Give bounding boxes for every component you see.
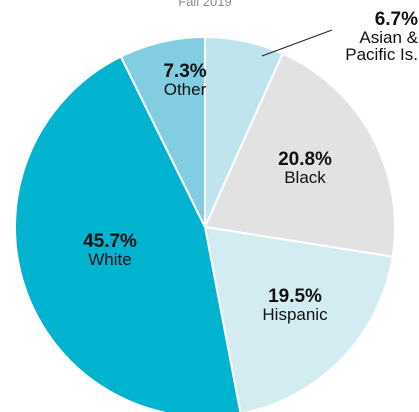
category-label: White	[88, 250, 132, 269]
value-label: 7.3%	[163, 61, 207, 82]
category-label: Black	[284, 168, 326, 187]
pie-slice	[203, 225, 394, 412]
value-label: 19.5%	[268, 286, 322, 307]
value-label: 6.7%	[374, 9, 418, 30]
pie-slice	[14, 55, 242, 412]
value-label: 20.8%	[278, 149, 332, 170]
category-label: Asian & Pacific Is.	[345, 28, 418, 64]
leader-line	[261, 29, 333, 57]
slice-label: 7.3% Other	[145, 62, 225, 98]
pie-slice	[203, 52, 396, 258]
slice-label: 45.7% White	[60, 232, 160, 268]
category-label: Hispanic	[262, 305, 328, 324]
chart-subtitle: Fall 2019	[178, 0, 232, 9]
slice-label: 19.5% Hispanic	[240, 287, 350, 323]
slice-label: 20.8% Black	[255, 150, 355, 186]
value-label: 45.7%	[83, 231, 137, 252]
category-label: Other	[163, 80, 207, 99]
slice-label: 6.7% Asian & Pacific Is.	[318, 10, 418, 63]
pie-slice	[119, 35, 206, 228]
